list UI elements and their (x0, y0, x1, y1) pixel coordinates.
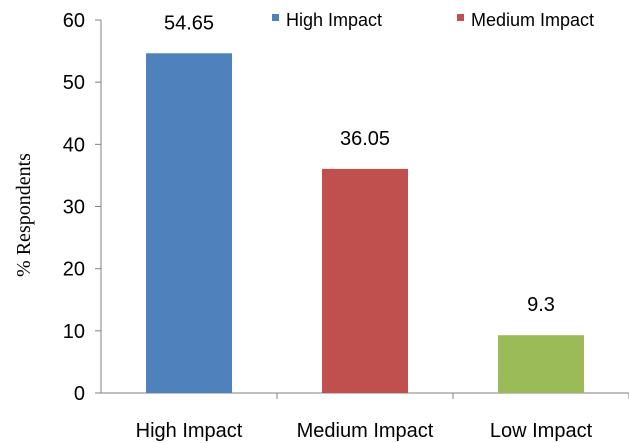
data-label: 9.3 (527, 294, 555, 316)
x-ticks: High Impact Medium Impact Low Impact (136, 393, 629, 442)
legend: High Impact Medium Impact (272, 10, 594, 30)
bars: 54.65 36.05 9.3 (146, 12, 584, 393)
y-tick-label: 40 (63, 134, 85, 156)
bar (322, 169, 408, 393)
legend-label: Medium Impact (471, 10, 594, 30)
y-tick-label: 60 (63, 10, 85, 32)
data-label: 54.65 (164, 12, 214, 34)
legend-swatch (272, 14, 279, 21)
legend-label: High Impact (286, 10, 382, 30)
data-label: 36.05 (340, 128, 390, 150)
x-tick-label: Medium Impact (297, 420, 434, 442)
y-tick-label: 10 (63, 321, 85, 343)
bar (498, 335, 584, 393)
x-tick-label: Low Impact (490, 420, 593, 442)
y-tick-label: 30 (63, 197, 85, 219)
y-tick-label: 50 (63, 72, 85, 94)
y-ticks: 0 10 20 30 40 50 60 (63, 10, 101, 405)
y-axis-label: % Respondents (13, 153, 35, 277)
y-tick-label: 20 (63, 259, 85, 281)
x-tick-label: High Impact (136, 420, 243, 442)
y-tick-label: 0 (74, 383, 85, 405)
bar (146, 53, 232, 393)
legend-swatch (457, 14, 464, 21)
